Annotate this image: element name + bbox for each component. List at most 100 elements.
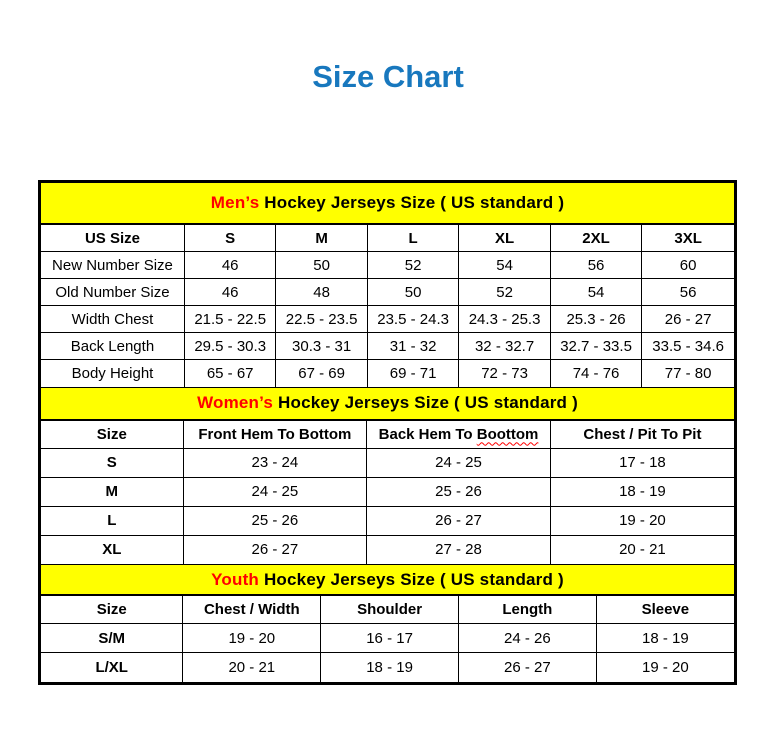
size-value-cell: 54 [549,278,643,306]
size-value-cell: 65 - 67 [183,359,277,387]
size-value-cell: 24.3 - 25.3 [458,305,551,333]
size-value-cell: 32 - 32.7 [458,332,551,360]
section-band-youth: Youth Hockey Jerseys Size ( US standard … [41,564,734,595]
band-highlight-womens: Women’s [197,393,274,412]
size-value-cell: 56 [549,251,643,279]
size-value-cell: 22.5 - 23.5 [275,305,368,333]
size-value-cell: 52 [366,251,460,279]
table-row: S 23 - 24 24 - 25 17 - 18 [41,447,734,478]
row-label: S [41,447,184,478]
table-row: Body Height 65 - 67 67 - 69 69 - 71 72 - 73 7… [41,359,734,387]
size-value-cell: 17 - 18 [549,447,734,478]
table-row: Width Chest 21.5 - 22.5 22.5 - 23.5 23.5 - … [41,305,734,333]
column-header: 2XL [549,224,643,252]
header-row: Size Chest / Width Shoulder Length Sleeve [41,595,734,624]
size-value-cell: 69 - 71 [366,359,460,387]
column-header: Size [41,595,184,624]
size-value-cell: 77 - 80 [641,359,734,387]
table-row: S/M 19 - 20 16 - 17 24 - 26 18 - 19 [41,623,734,653]
size-value-cell: 26 - 27 [182,534,368,564]
size-value-cell: 20 - 21 [549,534,734,564]
section-youth: Youth Hockey Jerseys Size ( US standard … [41,564,734,682]
column-header: S [183,224,277,252]
table-row: M 24 - 25 25 - 26 18 - 19 [41,476,734,507]
row-label: Width Chest [41,305,185,333]
size-value-cell: 74 - 76 [549,359,643,387]
size-value-cell: 30.3 - 31 [275,332,368,360]
row-label: S/M [41,623,184,653]
column-header: Front Hem To Bottom [182,419,368,449]
row-label: Old Number Size [41,278,185,306]
size-value-cell: 24 - 25 [182,476,368,507]
size-value-cell: 26 - 27 [457,652,597,682]
size-value-cell: 33.5 - 34.6 [641,332,734,360]
size-value-cell: 56 [641,278,734,306]
section-womens: Women’s Hockey Jerseys Size ( US standar… [41,386,734,564]
size-value-cell: 25 - 26 [182,505,368,536]
size-value-cell: 23 - 24 [182,447,368,478]
row-label: L/XL [41,652,184,682]
size-value-cell: 16 - 17 [320,623,459,653]
size-value-cell: 25.3 - 26 [549,305,643,333]
size-value-cell: 18 - 19 [320,652,459,682]
section-mens: Men’s Hockey Jerseys Size ( US standard … [41,183,734,387]
size-value-cell: 31 - 32 [366,332,460,360]
row-label: New Number Size [41,251,185,279]
table-row: New Number Size 46 50 52 54 56 60 [41,251,734,279]
column-header: Size [41,419,184,449]
column-header: Chest / Pit To Pit [549,419,734,449]
band-text-mens: Hockey Jerseys Size ( US standard ) [259,193,565,212]
size-value-cell: 24 - 26 [457,623,597,653]
column-header: Shoulder [320,595,459,624]
row-label: Back Length [41,332,185,360]
section-band-womens: Women’s Hockey Jerseys Size ( US standar… [41,386,734,420]
page: Size Chart Men’s Hockey Jerseys Size ( U… [0,59,776,752]
size-value-cell: 21.5 - 22.5 [183,305,277,333]
column-header: Back Hem To Boottom [366,419,551,449]
misspelled-word: Boottom [476,425,539,443]
size-value-cell: 23.5 - 24.3 [366,305,460,333]
size-value-cell: 20 - 21 [182,652,322,682]
band-highlight-mens: Men’s [210,193,260,212]
womens-size-table: Size Front Hem To Bottom Back Hem To Boott… [41,419,734,564]
band-text-youth: Hockey Jerseys Size ( US standard ) [259,569,564,589]
size-value-cell: 32.7 - 33.5 [549,332,643,360]
table-row: Back Length 29.5 - 30.3 30.3 - 31 31 - 32 32… [41,332,734,360]
column-header: Length [457,595,597,624]
size-value-cell: 25 - 26 [366,476,551,507]
size-value-cell: 72 - 73 [458,359,551,387]
size-value-cell: 18 - 19 [549,476,734,507]
band-highlight-youth: Youth [211,569,260,589]
size-value-cell: 19 - 20 [595,652,734,682]
size-value-cell: 67 - 69 [275,359,368,387]
size-value-cell: 46 [183,251,277,279]
size-value-cell: 52 [458,278,551,306]
column-header: 3XL [641,224,734,252]
size-value-cell: 26 - 27 [641,305,734,333]
table-row: XL 26 - 27 27 - 28 20 - 21 [41,534,734,564]
size-value-cell: 19 - 20 [182,623,322,653]
column-header: US Size [41,224,185,252]
mens-size-table: US Size S M L XL 2XL 3XL New Number Size 46 50 52 5… [41,224,734,387]
size-value-cell: 24 - 25 [366,447,551,478]
column-header: Chest / Width [182,595,322,624]
table-row: L/XL 20 - 21 18 - 19 26 - 27 19 - 20 [41,652,734,682]
header-row: Size Front Hem To Bottom Back Hem To Boott… [41,419,734,449]
row-label: Body Height [41,359,185,387]
band-text-womens: Hockey Jerseys Size ( US standard ) [273,393,578,412]
youth-size-table: Size Chest / Width Shoulder Length Sleeve S/M… [41,595,734,682]
size-value-cell: 60 [641,251,734,279]
size-value-cell: 29.5 - 30.3 [183,332,277,360]
size-value-cell: 50 [366,278,460,306]
table-row: L 25 - 26 26 - 27 19 - 20 [41,505,734,536]
row-label: XL [41,534,184,564]
section-band-mens: Men’s Hockey Jerseys Size ( US standard … [41,183,734,224]
column-header: L [366,224,460,252]
size-chart-table: Men’s Hockey Jerseys Size ( US standard … [38,180,737,685]
size-value-cell: 48 [275,278,368,306]
table-row: Old Number Size 46 48 50 52 54 56 [41,278,734,306]
column-header: M [275,224,368,252]
size-value-cell: 18 - 19 [595,623,734,653]
page-title: Size Chart [312,59,464,94]
size-value-cell: 26 - 27 [366,505,551,536]
